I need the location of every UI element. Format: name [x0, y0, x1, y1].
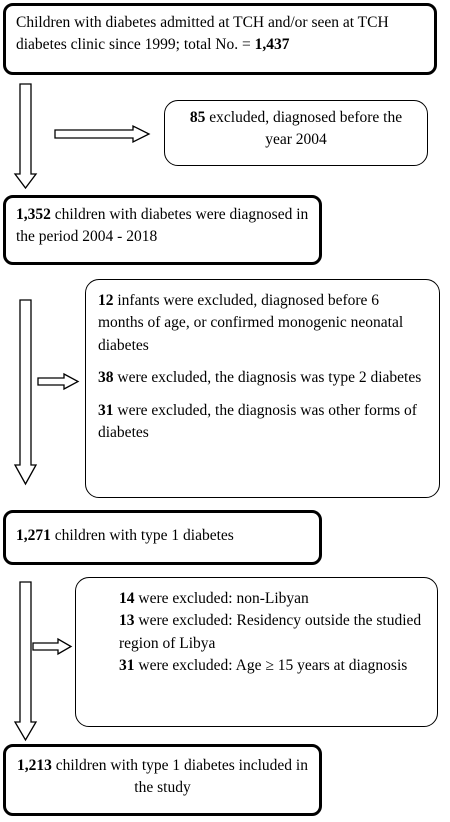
- right-arrow-1: [54, 124, 151, 144]
- down-arrow-1: [13, 83, 38, 190]
- exclusion2-item-3-count: 31: [98, 401, 114, 419]
- exclusion2-item-2-text: were excluded, the diagnosis was type 2 …: [113, 369, 422, 387]
- start-count: 1,437: [254, 36, 290, 54]
- exclusion2-item-2-count: 38: [98, 369, 114, 387]
- exclusion3-item-1: 14 were excluded: non-Libyan: [119, 588, 425, 610]
- exclusion2-item-1: 12 infants were excluded, diagnosed befo…: [98, 290, 427, 357]
- right-arrow-3: [32, 637, 73, 656]
- exclusion2-item-3: 31 were excluded, the diagnosis was othe…: [98, 400, 427, 445]
- down-arrow-2: [13, 299, 38, 486]
- exclusion-box-2: 12 infants were excluded, diagnosed befo…: [85, 279, 440, 498]
- final-count: 1,213: [17, 757, 52, 774]
- step2-text: children with diabetes were diagnosed in…: [16, 206, 309, 246]
- exclusion2-item-1-count: 12: [98, 292, 114, 309]
- exclusion-box-1: 85 excluded, diagnosed before the year 2…: [164, 100, 428, 166]
- exclusion3-item-2-count: 13: [119, 612, 135, 630]
- exclusion1-count: 85: [189, 109, 206, 126]
- final-box: 1,213 children with type 1 diabetes incl…: [3, 744, 322, 816]
- step3-count: 1,271: [16, 527, 51, 544]
- exclusion1-text: excluded, diagnosed before the year 2004: [205, 109, 403, 149]
- final-text: children with type 1 diabetes included i…: [51, 757, 308, 797]
- exclusion2-item-3-text: were excluded, the diagnosis was other f…: [98, 401, 417, 442]
- start-text: Children with diabetes admitted at TCH a…: [16, 14, 389, 54]
- step3-text: children with type 1 diabetes: [50, 527, 234, 544]
- exclusion3-item-3-count: 31: [119, 657, 135, 675]
- exclusion3-item-3: 31 were excluded: Age ≥ 15 years at diag…: [119, 655, 425, 677]
- exclusion-box-3: 14 were excluded: non-Libyan 13 were exc…: [75, 577, 438, 727]
- exclusion3-item-2: 13 were excluded: Residency outside the …: [119, 610, 425, 655]
- exclusion3-item-1-text: were excluded: non-Libyan: [134, 590, 309, 607]
- step2-count: 1,352: [16, 206, 51, 223]
- exclusion2-item-2: 38 were excluded, the diagnosis was type…: [98, 367, 427, 389]
- exclusion2-item-1-text: infants were excluded, diagnosed before …: [98, 292, 404, 354]
- exclusion3-item-1-count: 14: [119, 590, 135, 607]
- right-arrow-2: [37, 372, 80, 391]
- exclusion3-item-3-text: were excluded: Age ≥ 15 years at diagnos…: [134, 657, 408, 675]
- start-box: Children with diabetes admitted at TCH a…: [3, 3, 437, 75]
- step2-box: 1,352 children with diabetes were diagno…: [3, 195, 322, 265]
- exclusion3-item-2-text: were excluded: Residency outside the stu…: [119, 612, 422, 652]
- down-arrow-3: [13, 581, 38, 742]
- step3-box: 1,271 children with type 1 diabetes: [3, 510, 322, 565]
